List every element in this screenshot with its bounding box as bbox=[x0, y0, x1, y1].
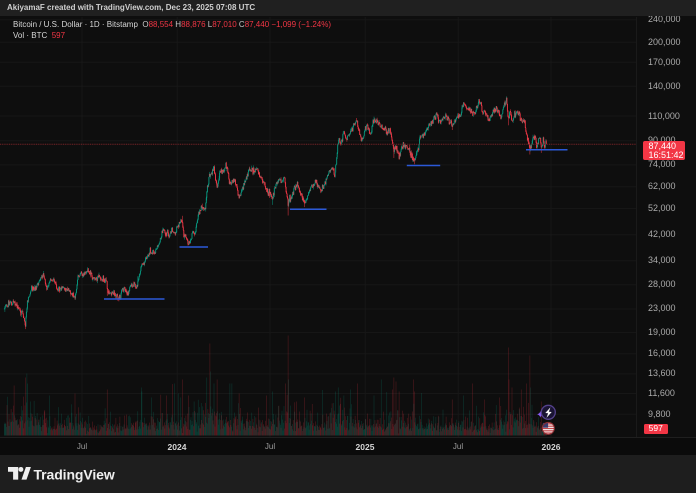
svg-text:TradingView: TradingView bbox=[34, 467, 115, 483]
